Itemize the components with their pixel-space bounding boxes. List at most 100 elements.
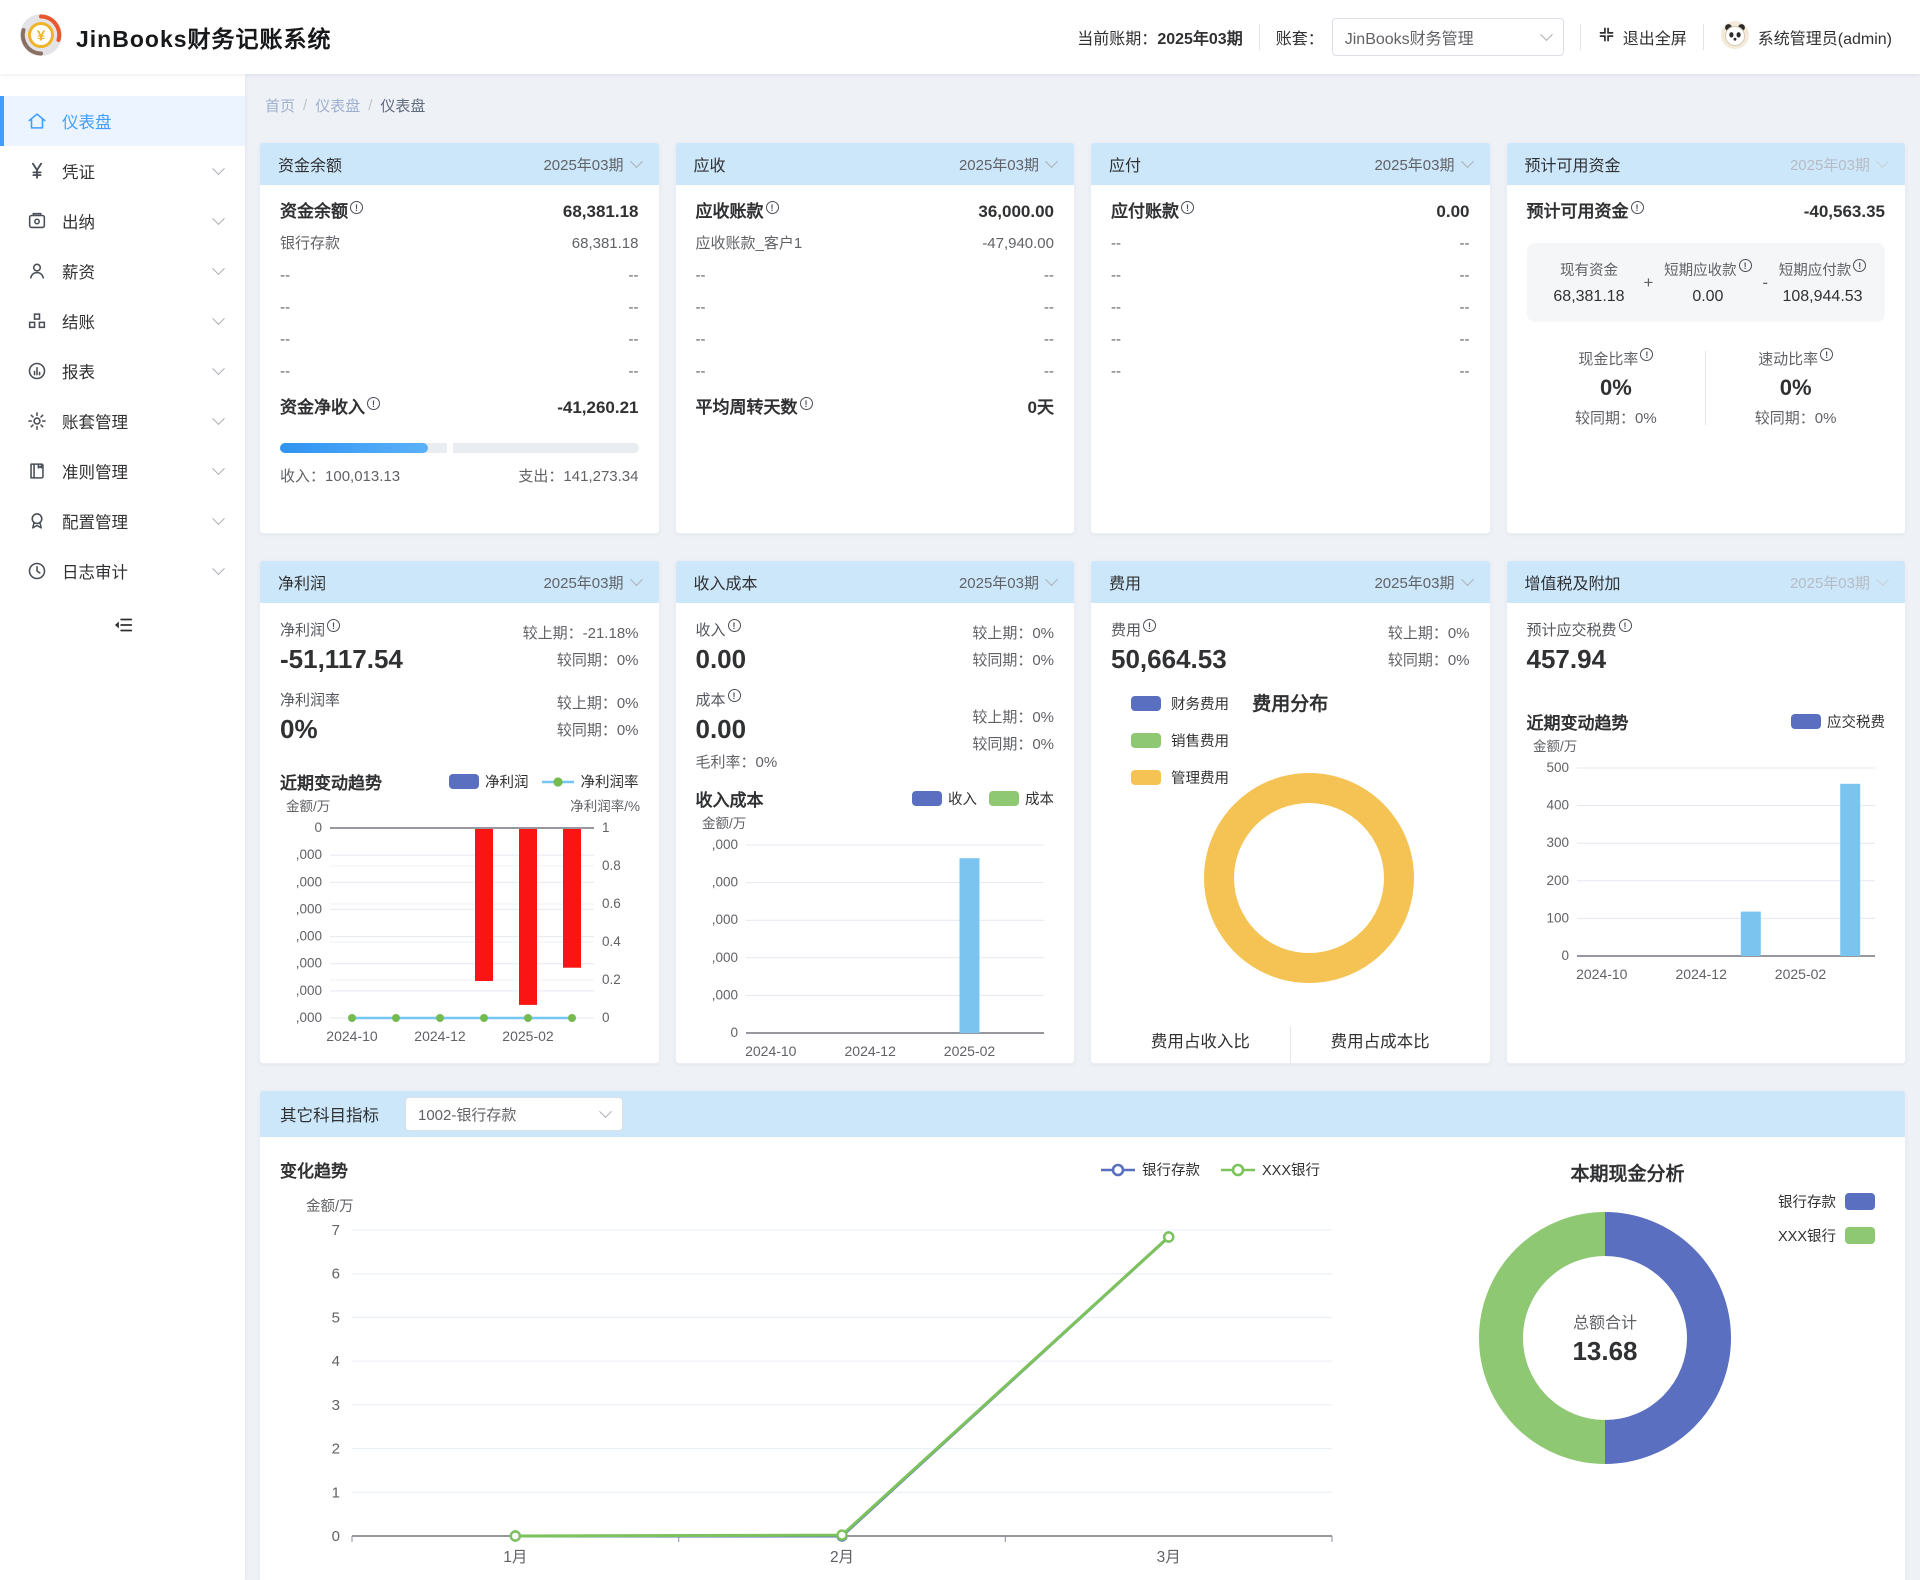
sidebar-item-label: 凭证: [62, 164, 95, 182]
current-period: 当前账期：2025年03期: [1077, 31, 1243, 48]
period-selector[interactable]: 2025年03期: [1790, 572, 1889, 593]
legend-line-marker: [541, 776, 574, 787]
sidebar-item-label: 准则管理: [62, 464, 128, 482]
sidebar-item-audit-log[interactable]: 日志审计: [0, 546, 245, 596]
sidebar-item-cashier[interactable]: 出纳: [0, 196, 245, 246]
breadcrumb-item[interactable]: 首页: [265, 97, 296, 115]
legend-item[interactable]: 财务费用: [1131, 693, 1229, 714]
trend-title: 变化趋势: [280, 1162, 348, 1181]
svg-text:,000: ,000: [296, 901, 322, 916]
exit-fullscreen-button[interactable]: 退出全屏: [1597, 25, 1687, 49]
funds-detail-rows: 银行存款 68,381.18 -- -- -- -- -- -- -- --: [280, 233, 639, 393]
info-icon[interactable]: !: [1181, 201, 1194, 214]
info-icon[interactable]: !: [327, 619, 341, 632]
svg-text:净利润率/%: 净利润率/%: [570, 798, 640, 814]
sidebar-item-label: 薪资: [62, 264, 95, 282]
chevron-down-icon: [1876, 154, 1889, 168]
legend-swatch: [912, 791, 942, 806]
legend-item[interactable]: 管理费用: [1131, 767, 1229, 788]
info-icon[interactable]: !: [1618, 619, 1632, 632]
legend-item[interactable]: 销售费用: [1131, 730, 1229, 751]
user-menu[interactable]: 系统管理员(admin): [1720, 20, 1892, 55]
info-icon[interactable]: !: [1640, 348, 1654, 361]
info-icon[interactable]: !: [727, 619, 741, 632]
chart-legend: 银行存款 XXX银行: [1778, 1191, 1875, 1246]
sidebar-item-account-sets[interactable]: 账套管理: [0, 396, 245, 446]
chevron-down-icon: [212, 161, 225, 175]
tax-metric: 预计应交税费! 457.94: [1527, 619, 1886, 675]
breadcrumb-separator: /: [303, 96, 308, 114]
info-icon[interactable]: !: [367, 397, 380, 410]
period-selector[interactable]: 2025年03期: [1374, 572, 1474, 593]
info-icon[interactable]: !: [350, 201, 363, 214]
legend-item[interactable]: 银行存款: [1778, 1191, 1875, 1212]
divider: [1705, 351, 1707, 425]
sidebar-collapse-button[interactable]: [0, 614, 245, 636]
info-icon[interactable]: !: [727, 689, 741, 702]
header-divider: [1258, 24, 1260, 50]
comparison-line: 较上期：-21.18%: [522, 625, 639, 642]
account-set-select[interactable]: JinBooks财务管理: [1331, 18, 1564, 56]
sidebar-item-voucher[interactable]: 凭证: [0, 146, 245, 196]
info-icon[interactable]: !: [1630, 201, 1644, 214]
comparison-line: 较上期：0%: [972, 625, 1054, 642]
sidebar-item-dashboard[interactable]: 仪表盘: [0, 96, 245, 146]
info-icon[interactable]: !: [1143, 619, 1157, 632]
report-icon: [26, 360, 48, 382]
detail-row: -- --: [695, 267, 1055, 284]
legend-item[interactable]: 应交税费: [1791, 711, 1885, 732]
sidebar-item-payroll[interactable]: 薪资: [0, 246, 245, 296]
svg-text:7: 7: [332, 1222, 340, 1239]
legend-item[interactable]: 净利润率: [541, 771, 639, 792]
period-selector[interactable]: 2025年03期: [543, 154, 643, 175]
period-selector[interactable]: 2025年03期: [1374, 154, 1474, 175]
svg-text:2025-02: 2025-02: [502, 1028, 554, 1044]
sidebar-item-closing[interactable]: 结账: [0, 296, 245, 346]
user-name: 系统管理员(admin): [1757, 31, 1892, 48]
sidebar-item-reports[interactable]: 报表: [0, 346, 245, 396]
trend-title: 近期变动趋势: [280, 774, 382, 793]
chart-legend: 收入 成本: [912, 788, 1054, 809]
payable-main-row: 应付账款! 0.00: [1111, 201, 1470, 221]
legend-swatch: [989, 791, 1019, 806]
sidebar-item-label: 配置管理: [62, 514, 128, 532]
chevron-down-icon: [629, 572, 643, 586]
net-profit-chart: 0 ,000 ,000 ,000 ,000 ,000 ,000 ,000 1 0.8 0.6 0.4 0…: [280, 796, 640, 1053]
sidebar-item-configuration[interactable]: 配置管理: [0, 496, 245, 546]
chevron-down-icon: [1045, 572, 1058, 586]
comparison-line: 较同期：0%: [1387, 652, 1470, 669]
breadcrumb: 首页 / 仪表盘 / 仪表盘: [259, 90, 1906, 120]
app-title: JinBooks财务记账系统: [76, 26, 332, 52]
sidebar-item-label: 账套管理: [62, 414, 128, 432]
svg-text:2024-12: 2024-12: [844, 1043, 896, 1059]
chevron-down-icon: [629, 154, 643, 168]
legend-item[interactable]: XXX银行: [1778, 1225, 1875, 1246]
avatar: [1720, 20, 1750, 55]
subject-select[interactable]: 1002-银行存款: [405, 1097, 623, 1131]
legend-swatch: [1131, 696, 1161, 711]
info-icon[interactable]: !: [1820, 348, 1834, 361]
period-selector[interactable]: 2025年03期: [1790, 154, 1889, 175]
period-selector[interactable]: 2025年03期: [543, 572, 643, 593]
chevron-down-icon: [212, 511, 225, 525]
svg-text:6: 6: [332, 1266, 340, 1283]
detail-row: 应收账款_客户1 -47,940.00: [695, 235, 1055, 252]
legend-item[interactable]: 净利润: [449, 771, 529, 792]
info-icon[interactable]: !: [1738, 259, 1752, 272]
info-icon[interactable]: !: [1853, 259, 1867, 272]
info-icon[interactable]: !: [799, 397, 813, 410]
info-icon[interactable]: !: [765, 201, 779, 214]
period-selector[interactable]: 2025年03期: [959, 154, 1058, 175]
calc-item: 现有资金 68,381.18: [1553, 263, 1625, 305]
app-logo-icon: ¥: [18, 12, 64, 63]
svg-text:2: 2: [332, 1441, 340, 1458]
sidebar-item-standards[interactable]: 准则管理: [0, 446, 245, 496]
legend-line-marker: [1220, 1163, 1255, 1176]
breadcrumb-item[interactable]: 仪表盘: [315, 97, 361, 115]
legend-item[interactable]: 收入: [912, 788, 977, 809]
legend-item[interactable]: XXX银行: [1220, 1159, 1320, 1180]
expense-card: 费用 2025年03期 费用! 50,664.53 较上期：0% 较同期：0% 费…: [1090, 560, 1491, 1064]
legend-item[interactable]: 成本: [989, 788, 1054, 809]
period-selector[interactable]: 2025年03期: [959, 572, 1058, 593]
legend-item[interactable]: 银行存款: [1100, 1159, 1200, 1180]
